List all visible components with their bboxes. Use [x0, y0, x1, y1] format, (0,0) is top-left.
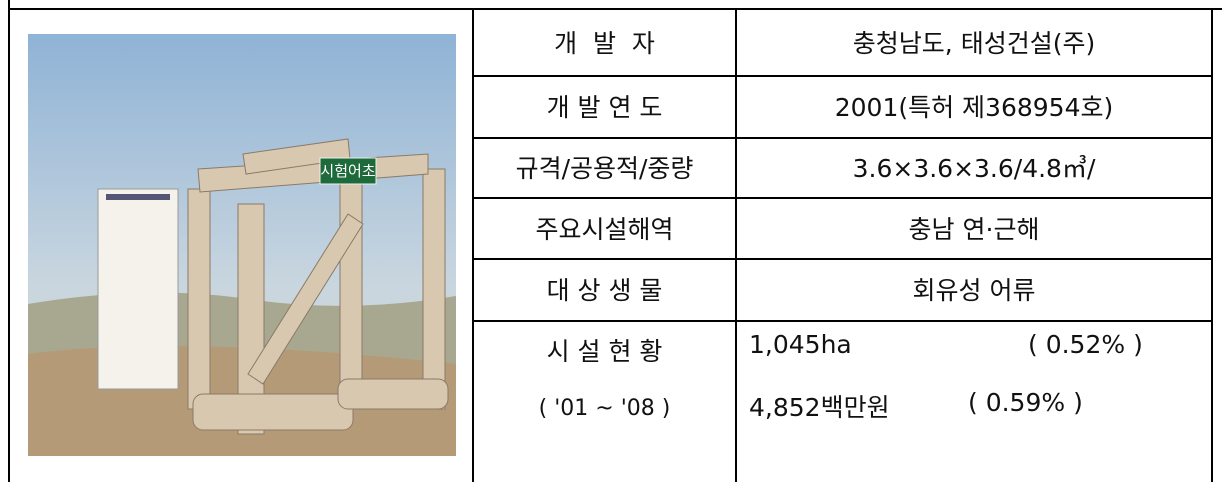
row-value: 충남 연·근해	[737, 197, 1211, 258]
row-label: 개 발 연 도	[474, 75, 735, 137]
row-value: 회유성 어류	[737, 258, 1211, 320]
row-value: 2001(특허 제368954호)	[737, 75, 1211, 137]
status-share: ( 0.52% )	[1028, 330, 1143, 359]
row-border	[472, 197, 1213, 199]
border	[1211, 8, 1213, 482]
row-border	[472, 320, 1213, 322]
row-label: 대 상 생 물	[474, 258, 735, 320]
row-border	[472, 137, 1213, 139]
status-amount: 4,852백만원	[749, 388, 890, 424]
row-border	[472, 258, 1213, 260]
sign-text: 시험어초	[320, 162, 375, 180]
status-label: 시 설 현 황	[474, 325, 735, 375]
status-label: ( '01 ~ '08 )	[474, 383, 735, 433]
status-amount: 1,045ha	[749, 330, 852, 359]
row-border	[472, 75, 1213, 77]
row-label: 규격/공용적/중량	[474, 137, 735, 197]
row-label: 주요시설해역	[474, 197, 735, 258]
photo: 시험어초	[28, 34, 456, 456]
border	[8, 0, 10, 482]
row-value: 3.6×3.6×3.6/4.8㎥/	[737, 137, 1211, 197]
page: 시험어초 개 발 자충청남도, 태성건설(주)개 발 연 도2001(특허 제3…	[0, 0, 1229, 482]
row-value: 충청남도, 태성건설(주)	[737, 8, 1211, 75]
row-label: 개 발 자	[474, 8, 735, 75]
status-share: ( 0.59% )	[968, 388, 1083, 417]
